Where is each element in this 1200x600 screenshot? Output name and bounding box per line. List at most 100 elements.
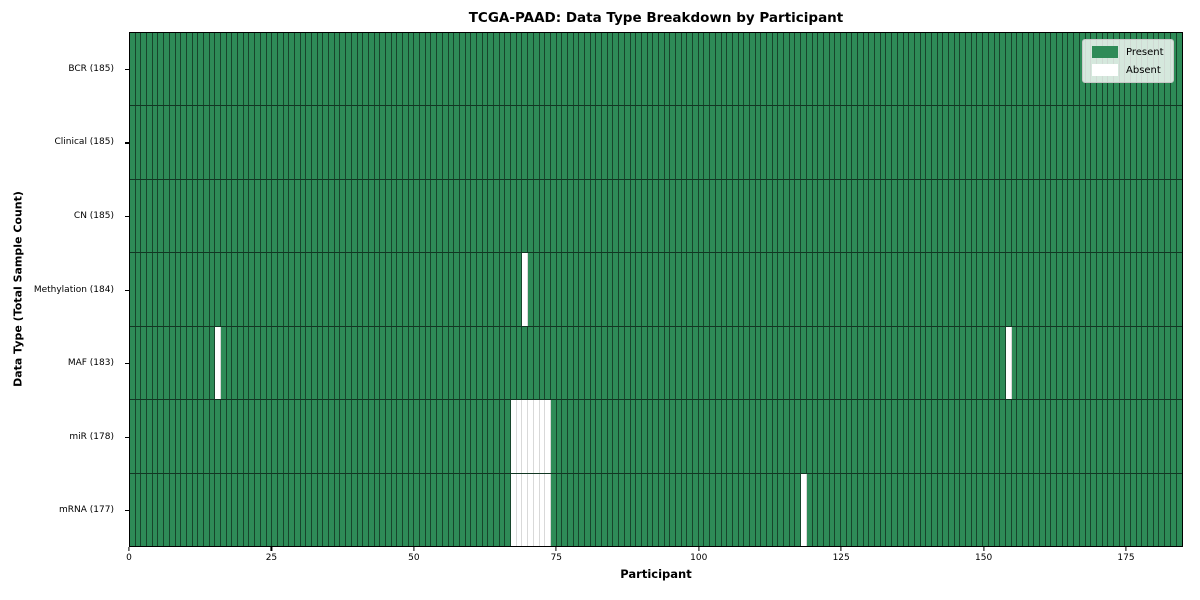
heatmap-cell	[494, 400, 500, 473]
heatmap-cell	[499, 106, 506, 179]
heatmap-cell	[1170, 326, 1177, 400]
heatmap-cell	[454, 253, 460, 326]
x-tick-label: 175	[1117, 553, 1135, 563]
heatmap-cell	[334, 106, 341, 179]
heatmap-cell	[602, 473, 608, 546]
heatmap-cell	[323, 33, 330, 106]
heatmap-cell	[1040, 400, 1046, 473]
heatmap-cell	[465, 179, 472, 253]
heatmap-cell	[892, 253, 898, 326]
heatmap-cell	[1153, 326, 1160, 400]
heatmap-cell	[732, 106, 739, 179]
heatmap-cell	[1148, 400, 1154, 473]
heatmap-cell	[727, 179, 733, 253]
heatmap-cell	[619, 326, 625, 400]
heatmap-cell	[522, 473, 529, 546]
heatmap-cell	[653, 106, 659, 179]
heatmap-cell	[203, 473, 210, 546]
heatmap-cell	[147, 106, 153, 179]
heatmap-cell	[221, 179, 227, 253]
heatmap-cell	[943, 326, 949, 400]
heatmap-cell	[169, 326, 176, 400]
heatmap-cell	[323, 326, 330, 400]
heatmap-cell	[238, 400, 244, 473]
heatmap-cell	[1176, 106, 1182, 179]
heatmap-cell	[158, 106, 165, 179]
heatmap-cell	[721, 400, 728, 473]
heatmap-cell	[971, 400, 978, 473]
heatmap-cell	[755, 33, 762, 106]
heatmap-cell	[1165, 179, 1171, 253]
heatmap-cell	[1045, 473, 1052, 546]
heatmap-cell	[334, 400, 341, 473]
heatmap-cell	[840, 106, 847, 179]
heatmap-cell	[1068, 326, 1075, 400]
heatmap-cell	[823, 473, 830, 546]
heatmap-cell	[289, 400, 295, 473]
heatmap-cell	[459, 326, 466, 400]
heatmap-cell	[266, 106, 273, 179]
heatmap-cell	[505, 106, 512, 179]
heatmap-cell	[567, 473, 574, 546]
heatmap-cell	[567, 326, 574, 400]
heatmap-cell	[806, 326, 813, 400]
heatmap-cell	[1011, 326, 1018, 400]
heatmap-cell	[949, 400, 955, 473]
heatmap-cell	[192, 179, 199, 253]
heatmap-cell	[772, 253, 779, 326]
heatmap-cell	[306, 473, 312, 546]
heatmap-cell	[801, 253, 807, 326]
heatmap-cell	[624, 400, 631, 473]
heatmap-cell	[795, 326, 802, 400]
heatmap-cell	[1096, 106, 1103, 179]
heatmap-cell	[670, 179, 676, 253]
heatmap-cell	[727, 400, 733, 473]
x-tick-mark	[555, 547, 557, 551]
heatmap-cell	[863, 400, 870, 473]
heatmap-cell	[829, 33, 836, 106]
heatmap-cell	[710, 33, 716, 106]
heatmap-cell	[494, 253, 500, 326]
heatmap-cell	[670, 253, 676, 326]
heatmap-cell	[175, 400, 182, 473]
chart-title: TCGA-PAAD: Data Type Breakdown by Partic…	[468, 10, 844, 26]
heatmap-cell	[846, 400, 853, 473]
heatmap-cell	[414, 473, 421, 546]
heatmap-cell	[283, 400, 290, 473]
heatmap-cell	[1091, 326, 1097, 400]
heatmap-cell	[920, 33, 927, 106]
heatmap-cell	[653, 179, 659, 253]
heatmap-cell	[897, 179, 904, 253]
heatmap-cell	[209, 326, 216, 400]
heatmap-cell	[408, 326, 415, 400]
heatmap-cell	[801, 179, 807, 253]
heatmap-cell	[351, 400, 358, 473]
heatmap-cell	[505, 253, 512, 326]
heatmap-cell	[266, 253, 273, 326]
heatmap-cell	[1074, 33, 1080, 106]
heatmap-cell	[158, 326, 165, 400]
heatmap-row-clinical	[130, 106, 1182, 180]
x-tick-strip: 0 25 50 75 100 125 150 175	[126, 547, 1183, 565]
heatmap-cell	[198, 253, 204, 326]
heatmap-cell	[152, 326, 159, 400]
heatmap-cell	[1102, 253, 1109, 326]
heatmap-cell	[687, 33, 694, 106]
heatmap-cell	[272, 400, 278, 473]
heatmap-cell	[573, 326, 580, 400]
legend-label: Absent	[1126, 64, 1161, 76]
heatmap-cell	[209, 473, 216, 546]
heatmap-cell	[209, 106, 216, 179]
heatmap-cell	[897, 326, 904, 400]
heatmap-cell	[289, 473, 295, 546]
heatmap-cell	[880, 400, 887, 473]
heatmap-cell	[653, 33, 659, 106]
heatmap-cell	[801, 33, 807, 106]
heatmap-cell	[567, 400, 574, 473]
heatmap-cell	[738, 33, 745, 106]
heatmap-cell	[693, 253, 699, 326]
heatmap-cell	[914, 473, 921, 546]
heatmap-cell	[420, 179, 426, 253]
heatmap-cell	[732, 326, 739, 400]
heatmap-cell	[1091, 253, 1097, 326]
